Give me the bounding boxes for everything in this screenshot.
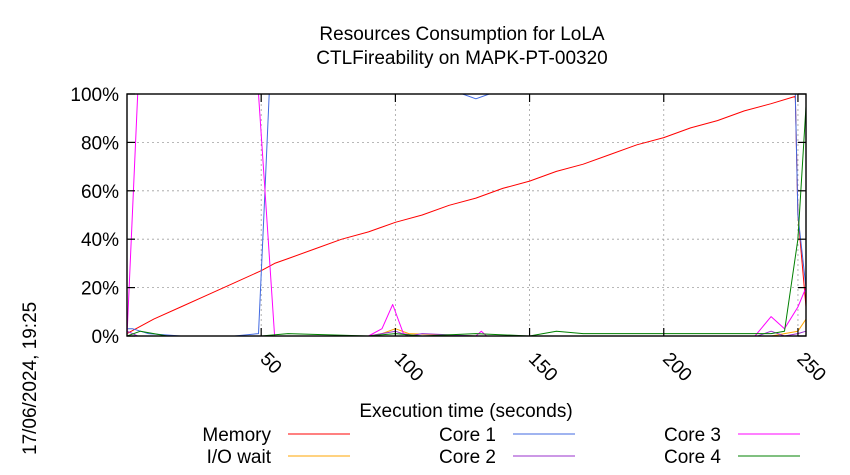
grid (127, 94, 806, 336)
x-tick-label: 200 (658, 349, 695, 386)
chart-title-line-1: Resources Consumption for LoLA (319, 24, 604, 45)
plot-frame (126, 93, 807, 337)
legend-label: Core 2 (439, 447, 496, 468)
legend-label: Core 4 (664, 447, 721, 468)
legend-label: I/O wait (207, 447, 272, 468)
y-tick-label: 100% (70, 85, 119, 106)
chart-title-line-2: CTLFireability on MAPK-PT-00320 (316, 48, 607, 69)
series-lines (126, 93, 807, 337)
series-line-core-3 (126, 93, 807, 337)
axis-ticks: 0% 20% 40% 60% 80% 100% 50 100 150 200 250 (70, 85, 829, 386)
x-tick-label: 100 (390, 349, 427, 386)
series-line-memory (126, 95, 807, 335)
y-tick-label: 60% (81, 182, 119, 203)
x-tick-label: 250 (792, 349, 829, 386)
x-tick-label: 150 (524, 349, 561, 386)
x-axis-label: Execution time (seconds) (359, 401, 572, 422)
y-tick-label: 80% (81, 133, 119, 154)
series-line-core-4 (126, 106, 807, 337)
y-tick-label: 20% (81, 279, 119, 300)
timestamp-label: 17/06/2024, 19:25 (20, 302, 41, 455)
legend-label: Memory (202, 425, 271, 446)
legend-label: Core 1 (439, 425, 496, 446)
series-line-core-1 (127, 93, 807, 337)
x-tick-label: 50 (256, 349, 286, 379)
legend-label: Core 3 (664, 425, 721, 446)
y-tick-label: 0% (92, 327, 120, 348)
y-tick-label: 40% (81, 230, 119, 251)
